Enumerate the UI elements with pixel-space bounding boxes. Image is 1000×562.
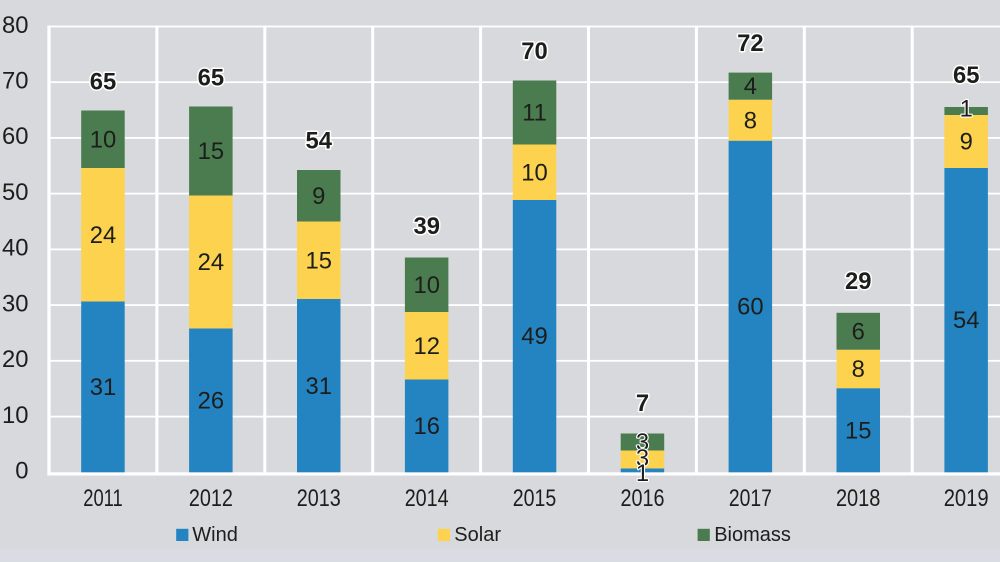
svg-text:10: 10 xyxy=(521,159,547,186)
svg-text:8: 8 xyxy=(744,107,757,134)
svg-text:2011: 2011 xyxy=(83,485,123,512)
svg-text:40: 40 xyxy=(2,235,28,262)
svg-text:50: 50 xyxy=(2,179,28,206)
svg-text:70: 70 xyxy=(2,68,28,95)
svg-text:20: 20 xyxy=(2,346,28,373)
svg-text:2018: 2018 xyxy=(836,485,881,512)
svg-text:65: 65 xyxy=(90,69,116,96)
svg-text:2014: 2014 xyxy=(405,485,449,512)
svg-text:10: 10 xyxy=(2,402,28,429)
svg-text:7: 7 xyxy=(636,390,649,417)
svg-text:30: 30 xyxy=(2,290,28,317)
svg-text:10: 10 xyxy=(90,126,116,153)
svg-text:26: 26 xyxy=(198,388,224,415)
svg-text:54: 54 xyxy=(953,307,979,334)
svg-text:3: 3 xyxy=(636,429,649,456)
svg-text:49: 49 xyxy=(521,323,547,350)
svg-text:8: 8 xyxy=(852,356,865,383)
svg-text:65: 65 xyxy=(198,65,224,92)
svg-text:2019: 2019 xyxy=(944,485,989,512)
svg-text:29: 29 xyxy=(845,268,871,295)
svg-text:6: 6 xyxy=(852,318,865,345)
svg-text:72: 72 xyxy=(737,30,763,57)
svg-text:15: 15 xyxy=(306,247,332,274)
svg-text:16: 16 xyxy=(413,413,439,440)
svg-text:31: 31 xyxy=(90,374,116,401)
svg-text:2013: 2013 xyxy=(297,485,341,512)
svg-text:Solar: Solar xyxy=(454,524,501,546)
svg-text:Biomass: Biomass xyxy=(714,524,791,546)
svg-text:31: 31 xyxy=(306,373,332,400)
svg-text:0: 0 xyxy=(15,458,28,485)
svg-text:60: 60 xyxy=(737,294,763,321)
svg-text:10: 10 xyxy=(413,272,439,299)
svg-text:15: 15 xyxy=(198,138,224,165)
svg-text:2016: 2016 xyxy=(621,485,665,512)
svg-text:9: 9 xyxy=(960,129,973,156)
svg-text:3: 3 xyxy=(636,445,649,472)
svg-text:70: 70 xyxy=(521,38,547,65)
svg-text:9: 9 xyxy=(312,183,325,210)
svg-text:Wind: Wind xyxy=(192,524,238,546)
svg-text:15: 15 xyxy=(845,417,871,444)
svg-text:1: 1 xyxy=(636,460,649,487)
svg-text:60: 60 xyxy=(2,123,28,150)
svg-text:54: 54 xyxy=(306,128,333,155)
svg-text:1: 1 xyxy=(960,96,973,123)
svg-text:11: 11 xyxy=(522,100,547,127)
svg-text:2012: 2012 xyxy=(189,485,233,512)
svg-text:2015: 2015 xyxy=(513,485,557,512)
svg-text:80: 80 xyxy=(2,12,28,39)
svg-text:2017: 2017 xyxy=(729,485,772,512)
svg-text:24: 24 xyxy=(198,249,224,276)
svg-text:12: 12 xyxy=(413,333,439,360)
svg-text:65: 65 xyxy=(953,62,979,89)
svg-text:4: 4 xyxy=(744,73,757,100)
svg-text:24: 24 xyxy=(90,222,116,249)
svg-text:39: 39 xyxy=(413,213,439,240)
